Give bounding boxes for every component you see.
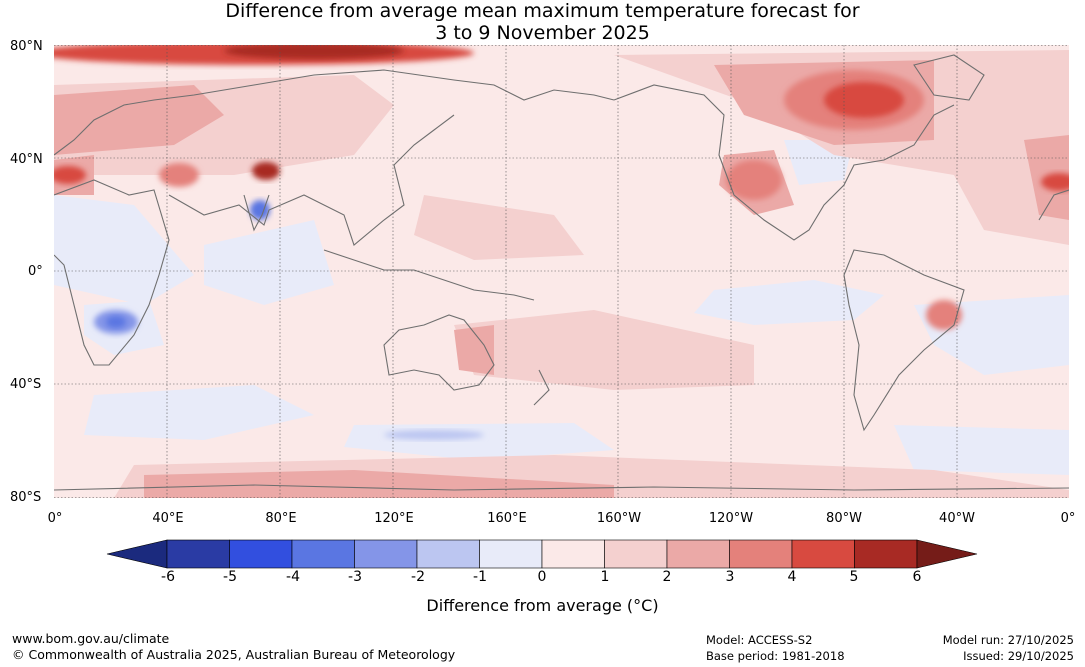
- lon-label-40e: 40°E: [152, 511, 184, 526]
- temperature-anomaly-map: [54, 45, 1069, 498]
- coastline-indonesia: [323, 249, 535, 301]
- hot-spot-iberia: [54, 166, 86, 184]
- cool-area-africa-north: [54, 195, 194, 305]
- lat-label-80n: 80°N: [10, 39, 43, 54]
- colorbar-tick-1: 1: [600, 569, 610, 585]
- lon-label-80w: 80°W: [826, 511, 862, 526]
- coastline-africa: [54, 179, 170, 366]
- lon-label-120e: 120°E: [374, 511, 414, 526]
- lon-label-80e: 80°E: [265, 511, 297, 526]
- colorbar-bins: [166, 539, 918, 569]
- colorbar-tick-minus6: -6: [161, 569, 175, 585]
- lat-label-40n: 40°N: [10, 152, 43, 167]
- warm-area-antarctic-coast: [144, 470, 614, 498]
- colorbar: [106, 539, 978, 569]
- colorbar-tick-3: 3: [725, 569, 735, 585]
- coastline-asia-south: [168, 114, 455, 246]
- colorbar-tick-5: 5: [849, 569, 859, 585]
- hot-spot-iberia-wrap: [1041, 173, 1069, 191]
- coastline-new-zealand: [533, 369, 550, 406]
- footer-left: www.bom.gov.au/climate © Commonwealth of…: [12, 631, 455, 663]
- anomaly-fields: [54, 45, 1069, 498]
- lon-label-0: 0°: [47, 511, 63, 526]
- lon-label-120w: 120°W: [708, 511, 754, 526]
- base-period: Base period: 1981-2018: [706, 649, 845, 663]
- colorbar-bin-8: [666, 539, 730, 569]
- colorbar-bin-5: [479, 539, 543, 569]
- cool-band-southern-ocean: [384, 430, 484, 440]
- colorbar-bin-3: [354, 539, 418, 569]
- colorbar-tick-minus1: -1: [473, 569, 487, 585]
- cool-area-south-indian-ocean: [84, 385, 314, 440]
- lat-label-equator: 0°: [28, 264, 43, 279]
- footer-dates: Model run: 27/10/2025 Issued: 29/10/2025: [943, 632, 1074, 664]
- warm-area-europe: [54, 85, 224, 155]
- lon-label-0-end: 0°: [1060, 511, 1076, 526]
- colorbar-extend-high: [916, 539, 978, 569]
- colorbar-title: Difference from average (°C): [426, 596, 659, 615]
- issued-date: Issued: 29/10/2025: [963, 649, 1074, 663]
- colorbar-bin-6: [541, 539, 605, 569]
- bom-url: www.bom.gov.au/climate: [12, 631, 170, 646]
- colorbar-tick-minus2: -2: [411, 569, 425, 585]
- coastline-india: [243, 194, 270, 232]
- coastline-europe-west: [1038, 189, 1069, 221]
- colorbar-tick-0: 0: [537, 569, 547, 585]
- colorbar-bin-7: [604, 539, 668, 569]
- cool-area-southern-ocean-east: [894, 425, 1069, 475]
- title-line-2: 3 to 9 November 2025: [435, 22, 650, 44]
- coastline-antarctica: [54, 484, 1069, 491]
- coastline-australia: [383, 314, 495, 391]
- model-name: Model: ACCESS-S2: [706, 633, 813, 647]
- colorbar-tick-minus3: -3: [348, 569, 362, 585]
- coastline-greenland: [913, 54, 985, 101]
- warm-area-north-pacific: [414, 195, 584, 260]
- coastline-north-america: [613, 84, 955, 241]
- hot-core-canada: [824, 82, 904, 118]
- coastline-eurasia-north: [54, 69, 615, 156]
- colorbar-tick-2: 2: [662, 569, 672, 585]
- colorbar-bin-4: [416, 539, 480, 569]
- hot-spot-western-usa: [726, 160, 782, 200]
- colorbar-tick-4: 4: [787, 569, 797, 585]
- colorbar-bin-0: [166, 539, 230, 569]
- hot-spot-middle-east: [159, 163, 199, 187]
- cool-core-southern-africa: [106, 316, 126, 328]
- map-title: Difference from average mean maximum tem…: [0, 0, 1085, 44]
- colorbar-bin-11: [854, 539, 918, 569]
- hot-core-arctic-coast: [224, 45, 404, 59]
- lon-label-160w: 160°W: [596, 511, 642, 526]
- cool-area-arabian-sea: [204, 220, 334, 305]
- coastline-south-america: [843, 249, 965, 432]
- lat-label-40s: 40°S: [10, 377, 42, 392]
- colorbar-extend-low: [106, 539, 168, 569]
- footer-model-info: Model: ACCESS-S2 Base period: 1981-2018: [706, 632, 845, 664]
- colorbar-bin-1: [229, 539, 293, 569]
- title-line-1: Difference from average mean maximum tem…: [225, 0, 860, 22]
- copyright: © Commonwealth of Australia 2025, Austra…: [12, 647, 456, 662]
- warm-area-south-pacific: [454, 310, 754, 390]
- coastlines: [54, 54, 1069, 491]
- hot-spot-brazil: [926, 300, 962, 330]
- model-run-date: Model run: 27/10/2025: [942, 633, 1074, 647]
- colorbar-tick-6: 6: [912, 569, 922, 585]
- cool-area-east-pacific: [694, 280, 884, 325]
- colorbar-bin-9: [729, 539, 793, 569]
- hot-spot-tibet: [252, 162, 280, 180]
- colorbar-tick-minus5: -5: [223, 569, 237, 585]
- warm-area-eastern-australia: [454, 325, 494, 375]
- lon-label-160e: 160°E: [487, 511, 527, 526]
- colorbar-bin-10: [791, 539, 855, 569]
- gridlines: [54, 45, 1069, 498]
- lon-label-40w: 40°W: [939, 511, 975, 526]
- colorbar-tick-minus4: -4: [286, 569, 300, 585]
- colorbar-bin-2: [291, 539, 355, 569]
- lat-label-80s: 80°S: [10, 490, 42, 505]
